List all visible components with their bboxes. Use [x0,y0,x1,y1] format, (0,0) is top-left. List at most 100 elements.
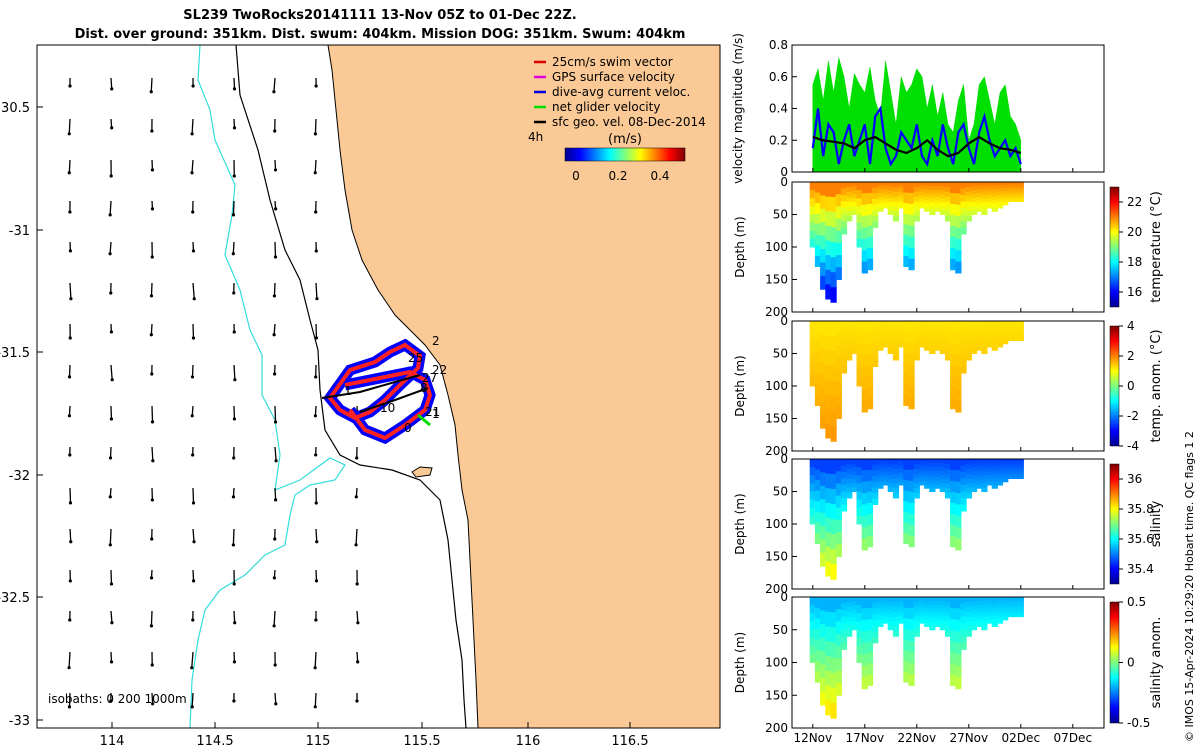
profile-cell [960,472,967,479]
profile-cell [866,597,874,609]
profile-cell [976,185,983,190]
profile-cell [934,597,941,602]
profile-cell [866,258,874,271]
current-arrow [274,405,277,422]
current-arrow [273,610,276,626]
profile-cell [861,654,868,667]
profile-cell [872,619,879,627]
profile-cell [825,611,832,627]
current-velocity-series [811,105,1022,167]
profile-cell [991,619,998,624]
current-arrow-head [108,543,112,547]
profile-cell [825,225,832,241]
current-arrow-head [233,378,237,382]
profile-cell [960,498,967,505]
profile-cell [851,206,858,211]
profile-cell [861,377,868,390]
profile-cell [913,597,920,603]
profile-cell [809,637,816,647]
profile-cell [809,353,816,363]
profile-cell [918,603,926,608]
profile-cell [924,185,931,190]
profile-cell [965,459,972,465]
profile-cell [939,206,946,211]
profile-cell [835,532,842,545]
profile-cell [965,463,972,470]
profile-cell [809,369,816,379]
profile-cell [924,192,931,198]
profile-cell [809,377,816,387]
profile-cell [856,499,863,509]
profile-cell [903,213,910,225]
profile-cell [939,186,946,191]
profile-cell [955,527,962,540]
profile-cell [1007,461,1014,465]
profile-cell [960,642,967,650]
profile-cell [955,204,962,217]
profile-cell [981,325,988,330]
profile-cell [814,213,822,225]
profile-cell [991,484,998,489]
profile-cell [1017,459,1024,462]
profile-cell [924,473,931,478]
profile-cell [955,677,962,690]
profile-cell [955,193,962,206]
profile-cell [913,468,920,475]
colorbar-tick-label: 35.8 [1127,502,1154,516]
profile-cell [866,663,874,675]
profile-cell [825,335,832,351]
y-tick-label: 100 [765,240,788,254]
profile-cell [814,660,822,673]
profile-cell [913,330,920,337]
profile-cell [887,349,894,354]
y-tick-label: 0 [780,314,788,328]
profile-cell [918,613,926,618]
profile-cell [856,629,863,639]
profile-cell [861,515,868,528]
profile-cell [830,212,837,228]
profile-cell [970,459,978,464]
profile-cell [944,626,952,632]
profile-cell [892,463,900,470]
current-arrow-head [67,171,71,175]
current-arrow [150,77,153,92]
profile-cell [1002,335,1009,339]
profile-cell [996,465,1004,470]
profile-cell [892,340,900,346]
profile-cell [1017,330,1024,334]
profile-cell [991,335,998,340]
profile-cell [991,473,998,478]
profile-cell [877,462,884,467]
current-arrow-head [69,297,73,301]
current-arrow-head [191,579,196,583]
profile-cell [814,182,822,194]
profile-cell [944,606,952,613]
profile-cell [846,601,853,608]
profile-cell [861,665,868,678]
profile-cell [856,377,863,387]
profile-cell [924,189,931,194]
profile-cell [986,204,993,209]
profile-cell [872,614,879,621]
profile-cell [887,483,894,488]
profile-cell [872,476,879,483]
profile-cell [929,459,936,464]
profile-cell [970,605,978,610]
current-arrow [355,528,358,545]
profile-cell [908,619,915,631]
profile-cell [877,200,884,205]
profile-cell [872,210,879,217]
profile-cell [934,335,941,340]
profile-cell [908,397,915,410]
profile-cell [913,191,920,198]
profile-cell [898,327,905,332]
profile-cell [903,192,910,204]
profile-cell [960,195,967,202]
profile-cell [924,200,931,205]
current-arrow-head [150,498,154,502]
current-arrow [314,118,317,134]
profile-cell [996,597,1004,601]
profile-cell [846,606,853,613]
current-arrow-head [354,543,358,547]
profile-cell [976,615,983,620]
